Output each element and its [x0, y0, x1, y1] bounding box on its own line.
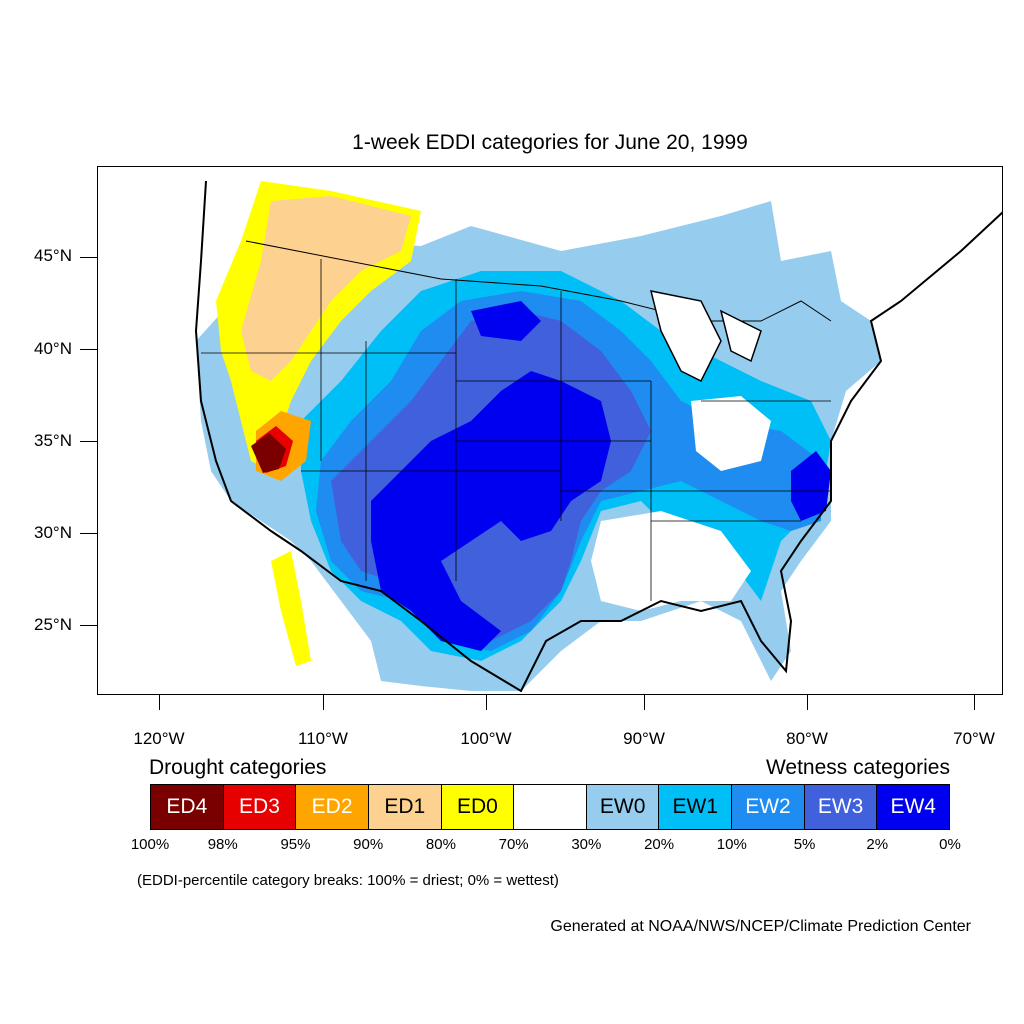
eddi-map [97, 166, 1003, 695]
percentile-label: 70% [498, 836, 529, 853]
lon-tick-80 [807, 695, 808, 710]
wetness-categories-heading: Wetness categories [765, 756, 950, 779]
lat-tick-30 [80, 533, 97, 534]
legend-box-ew3: EW3 [804, 785, 878, 829]
drought-categories-heading: Drought categories [149, 756, 327, 779]
percentile-label: 98% [207, 836, 238, 853]
percentile-label: 95% [280, 836, 311, 853]
lat-label-35: 35°N [34, 431, 72, 450]
ed4-region [251, 433, 286, 473]
percentile-label: 0% [939, 836, 961, 853]
map-title: 1-week EDDI categories for June 20, 1999 [352, 131, 748, 154]
percentile-label: 10% [716, 836, 747, 853]
legend-box-neutral [514, 785, 587, 829]
lat-tick-35 [80, 441, 97, 442]
neutral-region-ohio [691, 396, 771, 471]
percentile-label: 2% [866, 836, 889, 853]
lon-label-100: 100°W [460, 729, 512, 748]
lon-label-70: 70°W [953, 729, 995, 748]
lon-label-120: 120°W [133, 729, 185, 748]
lat-tick-40 [80, 349, 97, 350]
legend-box-ew1: EW1 [659, 785, 733, 829]
legend-box-ed4: ED4 [151, 785, 224, 829]
state-lines [201, 259, 831, 601]
legend-box-ed1: ED1 [368, 785, 442, 829]
percentile-label: 5% [793, 836, 816, 853]
legend-box-ed3: ED3 [223, 785, 297, 829]
lon-tick-70 [974, 695, 975, 710]
lon-tick-90 [644, 695, 645, 710]
lon-tick-120 [159, 695, 160, 710]
percentile-label: 100% [130, 836, 170, 853]
lat-label-30: 30°N [34, 523, 72, 542]
credit-text: Generated at NOAA/NWS/NCEP/Climate Predi… [550, 918, 971, 935]
lon-label-80: 80°W [786, 729, 828, 748]
percentile-label: 30% [571, 836, 602, 853]
legend-box-ed0: ED0 [441, 785, 515, 829]
neutral-region-south [591, 511, 751, 611]
eddi-map-graphic [194, 180, 1002, 693]
lat-label-45: 45°N [34, 246, 72, 265]
lat-label-40: 40°N [34, 339, 72, 358]
category-breaks-note: (EDDI-percentile category breaks: 100% =… [137, 872, 559, 889]
legend-box-ew0: EW0 [586, 785, 660, 829]
legend-box-ew2: EW2 [732, 785, 805, 829]
lon-tick-110 [323, 695, 324, 710]
percentile-label: 90% [353, 836, 384, 853]
us-outline [194, 180, 1002, 693]
legend-colorbar: ED4 ED3 ED2 ED1 ED0 EW0 EW1 EW2 EW3 EW4 [150, 784, 950, 830]
percentile-label: 20% [644, 836, 675, 853]
lon-label-90: 90°W [623, 729, 665, 748]
ed1-region [241, 196, 411, 381]
ed0-baja [271, 551, 311, 666]
lon-label-110: 110°W [298, 729, 348, 748]
lat-label-25: 25°N [34, 615, 72, 634]
great-lakes [649, 290, 762, 383]
lat-tick-45 [80, 257, 97, 258]
ew4-region-east [791, 451, 831, 521]
legend-box-ew4: EW4 [877, 785, 950, 829]
legend-box-ed2: ED2 [296, 785, 369, 829]
lat-tick-25 [80, 625, 97, 626]
ew4-region-north [471, 301, 541, 341]
percentile-label: 80% [425, 836, 456, 853]
lon-tick-100 [486, 695, 487, 710]
